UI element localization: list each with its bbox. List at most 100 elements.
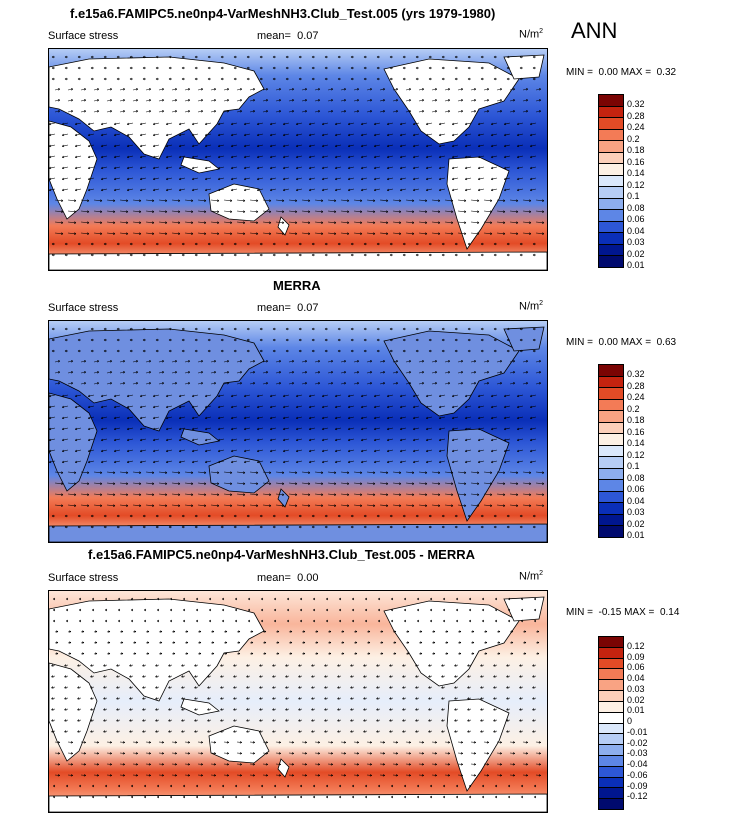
- panel-3-colorbar-ticks: 0.12 0.09 0.06 0.04 0.03 0.02 0.01 0 -0.01 -0.02-…: [627, 636, 667, 808]
- panel-2-units: N/m2: [519, 300, 544, 313]
- panel-1-map: [48, 48, 548, 271]
- colorbar-tick-label: 0.32: [627, 369, 645, 380]
- panel-2-variable: Surface stress: [48, 302, 119, 314]
- panel-1-colorbar-ticks: 0.32 0.28 0.24 0.2 0.18 0.16 0.14 0.12 0.1 0.08 0.…: [627, 94, 667, 270]
- colorbar-swatch: [599, 152, 623, 165]
- colorbar-swatch: [599, 669, 623, 681]
- colorbar-tick-label: 0.18: [627, 145, 645, 156]
- colorbar-tick-label: 0: [627, 716, 633, 726]
- colorbar-tick-label: -0.02: [627, 737, 648, 748]
- colorbar-swatch: [599, 777, 623, 789]
- colorbar-tick-label: 0.03: [627, 683, 645, 694]
- panel-2-title: MERRA: [273, 278, 321, 293]
- colorbar-tick-label: 0.03: [627, 507, 645, 518]
- colorbar-swatch: [599, 457, 623, 469]
- colorbar-swatch: [599, 745, 623, 756]
- panel-1-title: f.e15a6.FAMIPC5.ne0np4-VarMeshNH3.Club_T…: [70, 6, 496, 21]
- colorbar-swatch: [599, 399, 623, 412]
- panel-1-minmax: MIN = 0.00 MAX = 0.32: [566, 67, 677, 78]
- colorbar-swatch: [599, 799, 623, 809]
- panel-2-map: [48, 320, 548, 543]
- colorbar-swatch: [599, 723, 623, 735]
- colorbar-swatch: [599, 514, 623, 527]
- panel-2-mean: mean= 0.07: [257, 302, 319, 314]
- colorbar-tick-label: 0.28: [627, 380, 645, 391]
- colorbar-tick-label: 0.08: [627, 202, 645, 213]
- colorbar-tick-label: 0.02: [627, 694, 645, 705]
- colorbar-swatch: [599, 129, 623, 142]
- colorbar-tick-label: 0.14: [627, 168, 645, 179]
- colorbar-swatch: [599, 164, 623, 176]
- colorbar-swatch: [599, 480, 623, 492]
- colorbar-swatch: [599, 701, 623, 713]
- mean-label: mean=: [257, 30, 291, 42]
- colorbar-swatch: [599, 411, 623, 423]
- panel-3-variable: Surface stress: [48, 572, 119, 584]
- panel-1-variable: Surface stress: [48, 30, 119, 42]
- colorbar-swatch: [599, 388, 623, 400]
- colorbar-tick-label: -0.09: [627, 780, 648, 791]
- colorbar-tick-label: 0.04: [627, 495, 645, 506]
- colorbar-tick-label: -0.12: [627, 791, 648, 802]
- colorbar-swatch: [599, 658, 623, 670]
- colorbar-swatch: [599, 187, 623, 199]
- colorbar-tick-label: 0.09: [627, 651, 645, 662]
- colorbar-tick-label: 0.16: [627, 426, 645, 437]
- colorbar-tick-label: -0.01: [627, 726, 648, 737]
- colorbar-swatch: [599, 198, 623, 211]
- colorbar-swatch: [599, 503, 623, 515]
- colorbar-swatch: [599, 256, 623, 267]
- colorbar-swatch: [599, 106, 623, 119]
- colorbar-tick-label: 0.06: [627, 484, 645, 495]
- panel-1-mean: mean= 0.07: [257, 30, 319, 42]
- colorbar-tick-label: 0.02: [627, 248, 645, 259]
- colorbar-swatch: [599, 468, 623, 481]
- colorbar-tick-label: -0.04: [627, 759, 648, 769]
- colorbar-tick-label: 0.24: [627, 392, 645, 403]
- panel-3-map-svg: [49, 591, 547, 812]
- colorbar-tick-label: 0.1: [627, 191, 640, 202]
- panel-3-title: f.e15a6.FAMIPC5.ne0np4-VarMeshNH3.Club_T…: [88, 547, 475, 562]
- panel-3-map: [48, 590, 548, 813]
- colorbar-tick-label: 0.04: [627, 673, 645, 683]
- colorbar-tick-label: 0.2: [627, 403, 640, 414]
- colorbar-swatch: [599, 118, 623, 130]
- colorbar-tick-label: -0.03: [627, 748, 648, 759]
- panel-1-units: N/m2: [519, 28, 544, 41]
- colorbar-tick-label: 0.16: [627, 156, 645, 167]
- colorbar-tick-label: -0.06: [627, 769, 648, 780]
- colorbar-tick-label: 0.1: [627, 461, 640, 472]
- colorbar-swatch: [599, 141, 623, 153]
- colorbar-swatch: [599, 233, 623, 245]
- panel-1-map-svg: [49, 49, 547, 270]
- colorbar-tick-label: 0.08: [627, 472, 645, 483]
- mean-value: 0.07: [297, 30, 319, 42]
- colorbar-tick-label: 0.18: [627, 415, 645, 426]
- colorbar-swatch: [599, 244, 623, 257]
- colorbar-tick-label: 0.04: [627, 225, 645, 236]
- colorbar-swatch: [599, 221, 623, 234]
- colorbar-swatch: [599, 434, 623, 446]
- panel-3-mean: mean= 0.00: [257, 572, 319, 584]
- colorbar-tick-label: 0.24: [627, 122, 645, 133]
- panel-2-colorbar-ticks: 0.32 0.28 0.24 0.2 0.18 0.16 0.14 0.12 0.1 0.08 0.…: [627, 364, 667, 540]
- colorbar-tick-label: 0.06: [627, 214, 645, 225]
- season-label: ANN: [571, 18, 618, 43]
- colorbar-swatch: [599, 526, 623, 537]
- colorbar-tick-label: 0.28: [627, 110, 645, 121]
- colorbar-tick-label: 0.14: [627, 438, 645, 449]
- panel-2-map-svg: [49, 321, 547, 542]
- colorbar-tick-label: 0.01: [627, 705, 645, 716]
- colorbar-tick-label: 0.01: [627, 260, 645, 270]
- colorbar-tick-label: 0.01: [627, 530, 645, 540]
- colorbar-swatch: [599, 734, 623, 746]
- colorbar-tick-label: 0.02: [627, 518, 645, 529]
- colorbar-tick-label: 0.12: [627, 179, 645, 190]
- colorbar-tick-label: 0.32: [627, 99, 645, 110]
- colorbar-swatch: [599, 422, 623, 435]
- colorbar-tick-label: 0.12: [627, 449, 645, 460]
- colorbar-swatch: [599, 766, 623, 778]
- colorbar-swatch: [599, 680, 623, 692]
- colorbar-swatch: [599, 755, 623, 767]
- colorbar-swatch: [599, 491, 623, 504]
